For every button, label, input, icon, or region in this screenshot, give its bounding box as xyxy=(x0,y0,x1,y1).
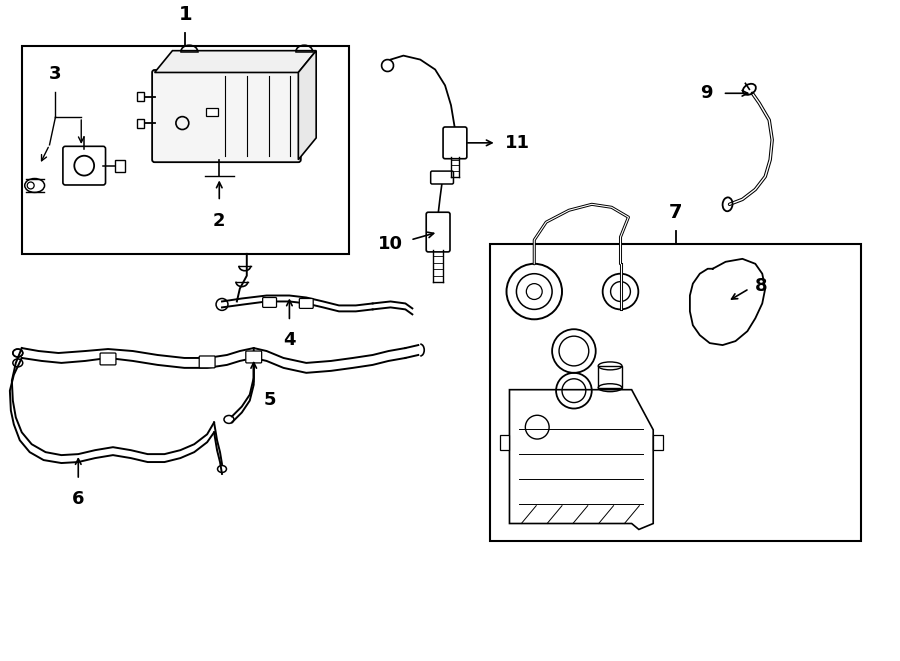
Text: 1: 1 xyxy=(178,5,192,24)
Bar xyxy=(490,244,861,541)
FancyBboxPatch shape xyxy=(152,70,301,162)
FancyBboxPatch shape xyxy=(246,351,262,363)
FancyBboxPatch shape xyxy=(443,127,467,159)
FancyBboxPatch shape xyxy=(431,171,454,184)
Bar xyxy=(598,366,622,388)
FancyBboxPatch shape xyxy=(300,299,313,309)
FancyBboxPatch shape xyxy=(263,297,276,307)
FancyBboxPatch shape xyxy=(63,146,105,185)
Polygon shape xyxy=(155,51,316,73)
FancyBboxPatch shape xyxy=(199,356,215,368)
Text: 7: 7 xyxy=(669,203,682,222)
Bar xyxy=(22,46,349,254)
FancyBboxPatch shape xyxy=(427,212,450,252)
Bar xyxy=(137,118,144,128)
Polygon shape xyxy=(298,51,316,160)
Text: 10: 10 xyxy=(378,235,403,253)
Text: 8: 8 xyxy=(755,276,768,295)
Bar xyxy=(206,108,218,116)
Text: 3: 3 xyxy=(50,65,62,83)
Text: 11: 11 xyxy=(505,134,529,152)
Bar xyxy=(137,93,144,101)
Text: 5: 5 xyxy=(264,391,276,408)
Bar xyxy=(115,160,125,172)
Text: 2: 2 xyxy=(213,212,226,230)
Bar xyxy=(653,435,663,450)
Text: 4: 4 xyxy=(284,331,296,349)
FancyBboxPatch shape xyxy=(100,353,116,365)
Text: 9: 9 xyxy=(700,85,713,102)
Text: 6: 6 xyxy=(72,490,85,508)
Polygon shape xyxy=(509,390,653,529)
Bar xyxy=(500,435,509,450)
